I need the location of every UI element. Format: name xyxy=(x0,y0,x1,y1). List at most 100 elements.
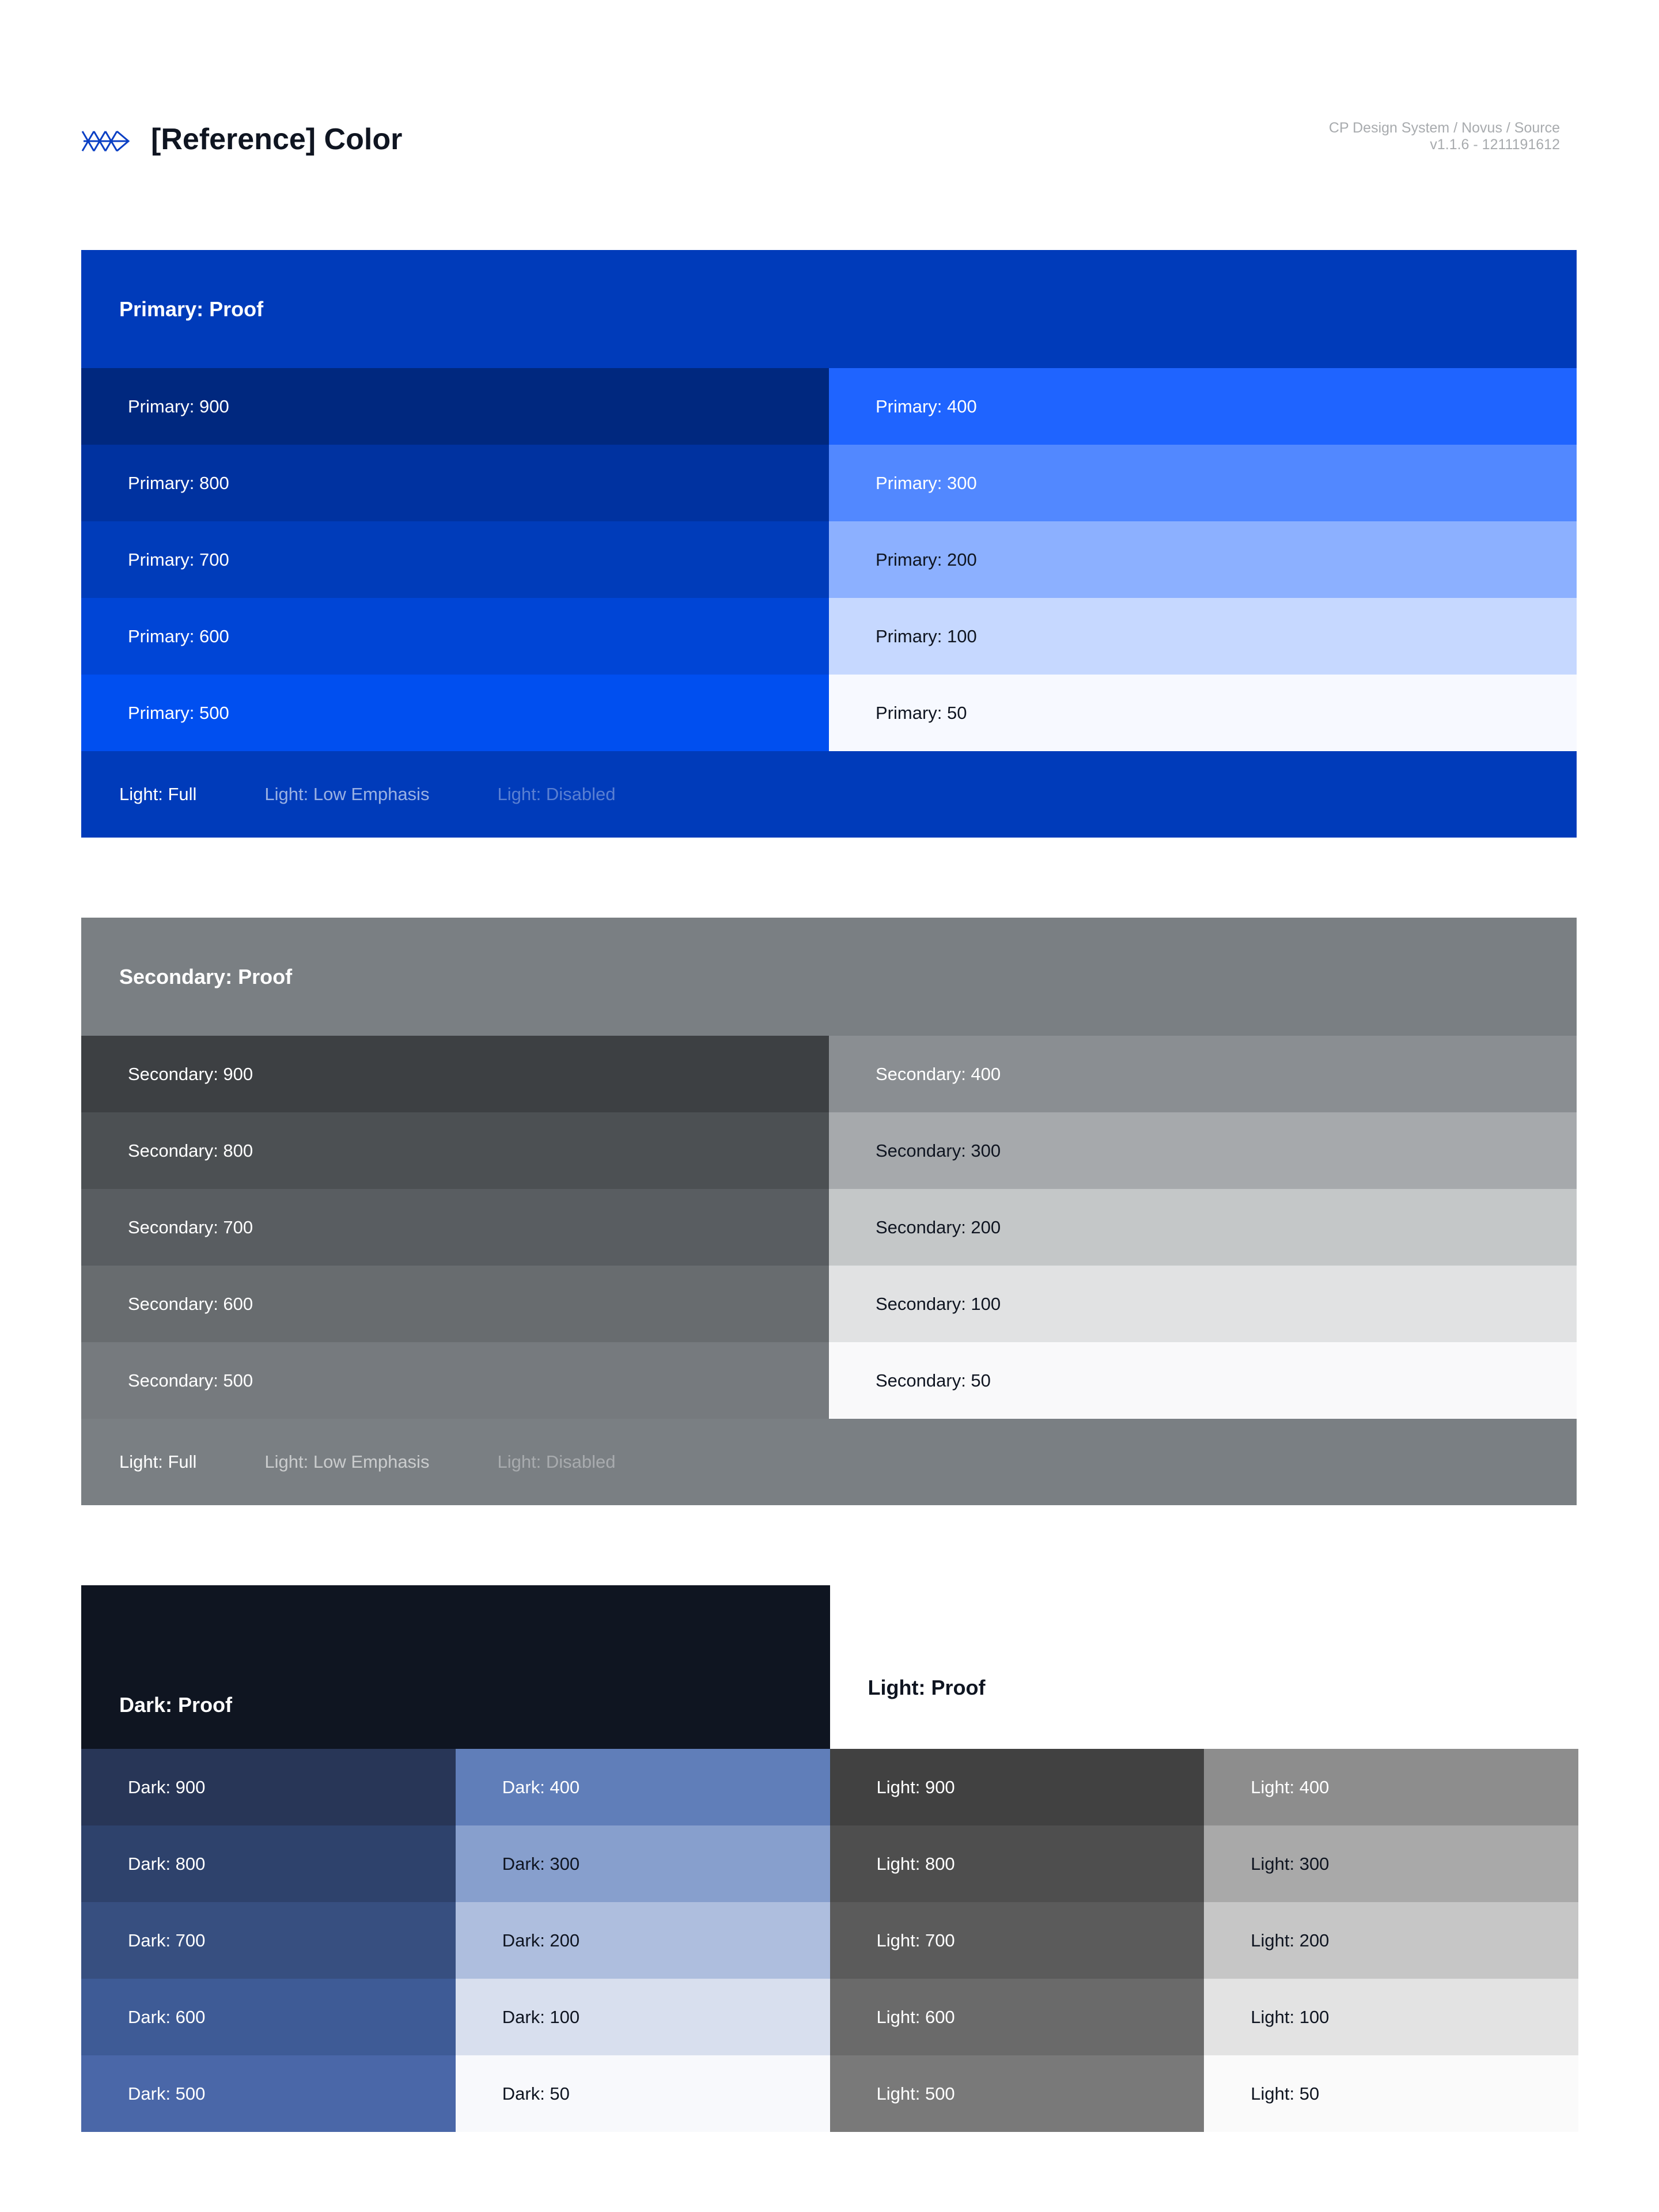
swatch-secondary-600: Secondary: 600 xyxy=(81,1266,829,1342)
swatch-primary-400: Primary: 400 xyxy=(829,368,1577,445)
swatch-label: Dark: 400 xyxy=(502,1777,580,1797)
swatch-primary-300: Primary: 300 xyxy=(829,445,1577,521)
swatch-secondary-400: Secondary: 400 xyxy=(829,1036,1577,1112)
document-meta: CP Design System / Novus / Source v1.1.6… xyxy=(1329,120,1560,153)
swatch-label: Light: 200 xyxy=(1251,1930,1330,1950)
swatch-dark-300: Dark: 300 xyxy=(455,1825,830,1902)
swatch-secondary-500: Secondary: 500 xyxy=(81,1342,829,1419)
swatch-label: Secondary: 800 xyxy=(128,1140,253,1161)
dark-title: Dark: Proof xyxy=(81,1585,830,1749)
swatch-label: Dark: 500 xyxy=(128,2083,206,2104)
swatch-label: Primary: 600 xyxy=(128,626,229,646)
swatch-primary-200: Primary: 200 xyxy=(829,521,1577,598)
swatch-label: Secondary: 500 xyxy=(128,1370,253,1391)
swatch-dark-200: Dark: 200 xyxy=(455,1902,830,1979)
swatch-light-800: Light: 800 xyxy=(830,1825,1205,1902)
swatch-label: Light: 400 xyxy=(1251,1777,1330,1797)
version: v1.1.6 - 1211191612 xyxy=(1430,137,1560,153)
swatch-label: Dark: 300 xyxy=(502,1853,580,1874)
swatch-secondary-300: Secondary: 300 xyxy=(829,1112,1577,1189)
secondary-palette: Secondary: Proof Secondary: 900 Secondary… xyxy=(81,918,1577,1505)
swatch-label: Primary: 300 xyxy=(876,472,977,493)
swatch-light-300: Light: 300 xyxy=(1204,1825,1578,1902)
swatch-label: Secondary: 50 xyxy=(876,1370,991,1391)
swatch-label: Light: 700 xyxy=(876,1930,955,1950)
swatch-light-900: Light: 900 xyxy=(830,1749,1205,1825)
swatch-primary-500: Primary: 500 xyxy=(81,675,829,751)
swatch-dark-400: Dark: 400 xyxy=(455,1749,830,1825)
light-low-emphasis-label: Light: Low Emphasis xyxy=(264,1452,430,1472)
swatch-label: Primary: 400 xyxy=(876,396,977,416)
swatch-primary-900: Primary: 900 xyxy=(81,368,829,445)
swatch-primary-800: Primary: 800 xyxy=(81,445,829,521)
swatch-primary-100: Primary: 100 xyxy=(829,598,1577,675)
swatch-label: Secondary: 600 xyxy=(128,1293,253,1314)
light-low-emphasis-label: Light: Low Emphasis xyxy=(264,784,430,804)
logo-icon xyxy=(81,130,130,152)
breadcrumb: CP Design System / Novus / Source xyxy=(1328,120,1560,136)
swatch-label: Primary: 800 xyxy=(128,472,229,493)
primary-palette: Primary: Proof Primary: 900 Primary: 800 P… xyxy=(81,250,1577,838)
swatch-label: Dark: 50 xyxy=(502,2083,570,2104)
light-title: Light: Proof xyxy=(868,1676,986,1699)
dark-light-palettes: Dark: Proof Light: Proof Dark: 900 Dark: … xyxy=(81,1585,1578,2132)
swatch-label: Primary: 700 xyxy=(128,549,229,570)
swatch-dark-800: Dark: 800 xyxy=(81,1825,456,1902)
swatch-dark-500: Dark: 500 xyxy=(81,2055,456,2132)
swatch-label: Primary: 500 xyxy=(128,702,229,723)
secondary-title: Secondary: Proof xyxy=(119,964,293,988)
swatch-label: Dark: 100 xyxy=(502,2006,580,2027)
swatch-label: Primary: 900 xyxy=(128,396,229,416)
primary-title: Primary: Proof xyxy=(119,297,264,321)
light-disabled-label: Light: Disabled xyxy=(497,1452,616,1472)
swatch-primary-600: Primary: 600 xyxy=(81,598,829,675)
swatch-label: Secondary: 400 xyxy=(876,1063,1001,1084)
swatch-label: Light: 500 xyxy=(876,2083,955,2104)
swatch-label: Secondary: 200 xyxy=(876,1217,1001,1237)
swatch-light-600: Light: 600 xyxy=(830,1979,1205,2055)
swatch-dark-50: Dark: 50 xyxy=(455,2055,830,2132)
primary-text-samples: Light: Full Light: Low Emphasis Light: D… xyxy=(81,751,1577,838)
swatch-secondary-100: Secondary: 100 xyxy=(829,1266,1577,1342)
swatch-primary-50: Primary: 50 xyxy=(829,675,1577,751)
secondary-text-samples: Light: Full Light: Low Emphasis Light: D… xyxy=(81,1419,1577,1505)
swatch-label: Secondary: 700 xyxy=(128,1217,253,1237)
page-title: [Reference] Color xyxy=(151,123,403,156)
swatch-label: Light: 100 xyxy=(1251,2006,1330,2027)
swatch-label: Dark: 900 xyxy=(128,1777,206,1797)
swatch-light-200: Light: 200 xyxy=(1204,1902,1578,1979)
light-full-label: Light: Full xyxy=(119,1452,197,1472)
swatch-label: Secondary: 100 xyxy=(876,1293,1001,1314)
swatch-light-400: Light: 400 xyxy=(1204,1749,1578,1825)
swatch-secondary-50: Secondary: 50 xyxy=(829,1342,1577,1419)
swatch-label: Dark: 200 xyxy=(502,1930,580,1950)
swatch-label: Light: 50 xyxy=(1251,2083,1320,2104)
swatch-label: Light: 600 xyxy=(876,2006,955,2027)
swatch-label: Secondary: 300 xyxy=(876,1140,1001,1161)
swatch-secondary-800: Secondary: 800 xyxy=(81,1112,829,1189)
swatch-secondary-200: Secondary: 200 xyxy=(829,1189,1577,1266)
swatch-label: Secondary: 900 xyxy=(128,1063,253,1084)
swatch-secondary-700: Secondary: 700 xyxy=(81,1189,829,1266)
light-full-label: Light: Full xyxy=(119,784,197,804)
swatch-label: Primary: 100 xyxy=(876,626,977,646)
swatch-label: Dark: 800 xyxy=(128,1853,206,1874)
swatch-label: Dark: 700 xyxy=(128,1930,206,1950)
swatch-label: Light: 800 xyxy=(876,1853,955,1874)
swatch-light-50: Light: 50 xyxy=(1204,2055,1578,2132)
swatch-label: Primary: 200 xyxy=(876,549,977,570)
swatch-dark-100: Dark: 100 xyxy=(455,1979,830,2055)
swatch-light-500: Light: 500 xyxy=(830,2055,1205,2132)
swatch-label: Primary: 50 xyxy=(876,702,967,723)
swatch-secondary-900: Secondary: 900 xyxy=(81,1036,829,1112)
swatch-dark-700: Dark: 700 xyxy=(81,1902,456,1979)
swatch-label: Light: 900 xyxy=(876,1777,955,1797)
swatch-light-700: Light: 700 xyxy=(830,1902,1205,1979)
swatch-dark-600: Dark: 600 xyxy=(81,1979,456,2055)
swatch-light-100: Light: 100 xyxy=(1204,1979,1578,2055)
swatch-label: Dark: 600 xyxy=(128,2006,206,2027)
swatch-label: Light: 300 xyxy=(1251,1853,1330,1874)
swatch-dark-900: Dark: 900 xyxy=(81,1749,456,1825)
swatch-primary-700: Primary: 700 xyxy=(81,521,829,598)
light-disabled-label: Light: Disabled xyxy=(497,784,616,804)
